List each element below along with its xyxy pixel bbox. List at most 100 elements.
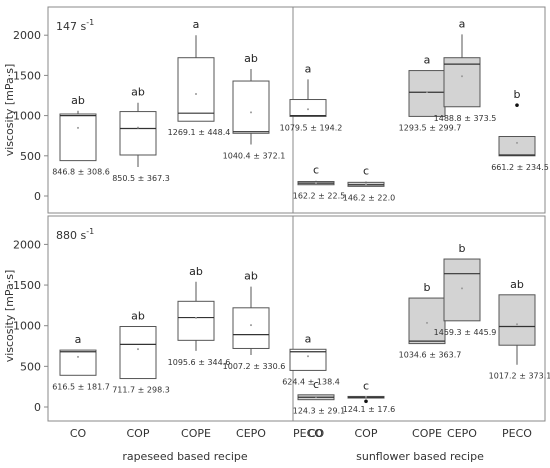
panel-frame (47, 6, 546, 214)
box-iqr (289, 348, 327, 371)
y-tick-label: 2000 (13, 29, 41, 42)
mean-marker (461, 287, 463, 290)
box-rapeseed-co: ab 846.8 ± 308.6 (52, 94, 110, 177)
mean-sd-label: 1459.3 ± 445.9 (434, 328, 497, 337)
box-iqr (59, 349, 97, 376)
box-iqr (408, 297, 446, 345)
box-rapeseed-peco: a 624.4 ± 138.4 (282, 332, 340, 386)
mean-sd-label: 162.2 ± 22.5 (293, 192, 346, 201)
significance-letter: ab (131, 86, 145, 99)
group-label-sunflower: sunflower based recipe (356, 450, 484, 463)
box-iqr (59, 113, 97, 162)
box-rapeseed-cop: ab 711.7 ± 298.3 (112, 310, 170, 395)
mean-sd-label: 1040.4 ± 372.1 (223, 152, 286, 161)
box-rapeseed-cepo: ab 1007.2 ± 330.6 (223, 270, 286, 371)
box-iqr (177, 57, 215, 122)
mean-marker (516, 141, 518, 144)
mean-marker (137, 348, 139, 351)
mean-sd-label: 846.8 ± 308.6 (52, 168, 110, 177)
y-tick-label: 500 (20, 150, 41, 163)
box-rapeseed-cop: ab 850.5 ± 367.3 (112, 86, 170, 183)
significance-letter: a (75, 333, 82, 346)
box-rapeseed-cope: ab 1095.6 ± 344.6 (168, 265, 231, 367)
mean-sd-label: 1269.1 ± 448.4 (168, 128, 231, 137)
box-iqr (498, 136, 536, 157)
x-category-label: COPE (181, 427, 211, 440)
mean-sd-label: 124.1 ± 17.6 (343, 405, 396, 414)
significance-letter: b (514, 88, 521, 101)
box-rapeseed-cope: a 1269.1 ± 448.4 (168, 18, 231, 137)
mean-sd-label: 624.4 ± 138.4 (282, 377, 340, 386)
panel-frame (47, 215, 546, 422)
x-category-label: CO (308, 427, 325, 440)
mean-marker (516, 323, 518, 326)
mean-marker (195, 316, 197, 319)
mean-marker (365, 183, 367, 186)
x-category-label: COP (355, 427, 378, 440)
box-sunflower-peco: b 661.2 ± 234.5 (491, 88, 549, 172)
box-iqr (119, 326, 157, 380)
y-tick-label: 0 (34, 190, 41, 203)
x-category-label: PECO (502, 427, 532, 440)
box-iqr (119, 111, 157, 156)
significance-letter: ab (510, 278, 524, 291)
significance-letter: ab (244, 270, 258, 283)
significance-letter: c (313, 378, 319, 391)
mean-marker (250, 324, 252, 327)
x-category-label: COPE (412, 427, 442, 440)
mean-sd-label: 1007.2 ± 330.6 (223, 362, 286, 371)
significance-letter: c (313, 164, 319, 177)
significance-letter: b (459, 242, 466, 255)
shear-rate-label: 880 s-1 (56, 227, 94, 242)
mean-sd-label: 1488.8 ± 373.5 (434, 114, 497, 123)
significance-letter: ab (244, 52, 258, 65)
mean-marker (195, 92, 197, 95)
box-rapeseed-co: a 616.5 ± 181.7 (52, 333, 110, 391)
box-sunflower-cepo: a 1488.8 ± 373.5 (434, 17, 497, 122)
significance-letter: a (424, 54, 431, 67)
box-sunflower-cope: b 1034.6 ± 363.7 (399, 281, 462, 360)
significance-letter: ab (131, 310, 145, 323)
x-category-label: CEPO (447, 427, 477, 440)
y-axis-label-top: viscosity [mPa·s] (3, 64, 16, 157)
significance-letter: a (305, 332, 312, 345)
mean-marker (426, 91, 428, 94)
y-tick-label: 500 (20, 360, 41, 373)
box-iqr (443, 57, 481, 108)
mean-sd-label: 711.7 ± 298.3 (112, 386, 170, 395)
box-sunflower-co: c 124.3 ± 29.1 (293, 378, 346, 416)
mean-marker (365, 395, 367, 398)
significance-letter: a (305, 62, 312, 75)
outlier-point (364, 399, 368, 404)
significance-letter: b (424, 281, 431, 294)
box-iqr (232, 80, 270, 134)
box-iqr (232, 307, 270, 349)
box-iqr (289, 99, 327, 117)
box-sunflower-cop: c 146.2 ± 22.0 (343, 165, 396, 203)
mean-marker (250, 111, 252, 114)
shear-rate-exponent: -1 (86, 18, 94, 27)
mean-marker (307, 355, 309, 358)
mean-marker (461, 75, 463, 78)
significance-letter: ab (189, 265, 203, 278)
y-tick-label: 0 (34, 401, 41, 414)
box-rapeseed-peco: a 1079.5 ± 194.2 (280, 62, 343, 132)
box-sunflower-peco: ab 1017.2 ± 373.1 (489, 278, 550, 381)
shear-rate-value: 880 s (56, 229, 86, 242)
y-tick-label: 1000 (13, 320, 41, 333)
shear-rate-label: 147 s-1 (56, 18, 94, 33)
mean-sd-label: 1017.2 ± 373.1 (489, 372, 550, 381)
mean-marker (315, 395, 317, 398)
significance-letter: a (459, 17, 466, 30)
y-tick-label: 1500 (13, 69, 41, 82)
significance-letter: ab (71, 94, 85, 107)
mean-marker (307, 108, 309, 111)
mean-marker (426, 321, 428, 324)
box-iqr (177, 300, 215, 341)
x-category-label: COP (127, 427, 150, 440)
shear-rate-value: 147 s (56, 20, 86, 33)
mean-sd-label: 146.2 ± 22.0 (343, 193, 396, 202)
significance-letter: c (363, 165, 369, 178)
